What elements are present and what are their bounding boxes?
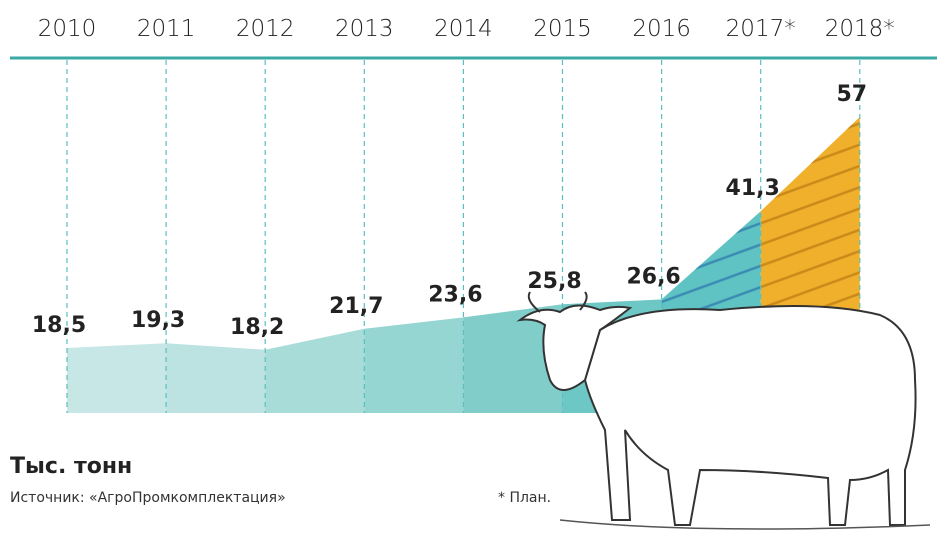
area-segment <box>265 328 365 413</box>
value-label: 19,3 <box>131 308 185 333</box>
value-label: 25,8 <box>527 269 581 294</box>
x-tick-label: 2012 <box>236 16 295 42</box>
x-tick-label: 2018* <box>825 16 895 42</box>
value-label: 21,7 <box>329 294 383 319</box>
value-label: 41,3 <box>726 176 780 201</box>
area-segment <box>364 317 464 413</box>
x-tick-label: 2015 <box>533 16 592 42</box>
value-label: 18,5 <box>32 313 86 338</box>
value-label: 26,6 <box>626 264 680 289</box>
x-tick-label: 2010 <box>38 16 97 42</box>
x-tick-label: 2014 <box>434 16 493 42</box>
value-label: 57 <box>836 82 867 107</box>
x-tick-label: 2011 <box>137 16 196 42</box>
area-segment <box>166 343 266 413</box>
source: Источник: «АгроПромкомплектация» <box>10 490 286 506</box>
cow <box>516 291 931 530</box>
area-segment <box>67 343 167 413</box>
value-label: 18,2 <box>230 315 284 340</box>
value-label: 23,6 <box>428 282 482 307</box>
x-tick-label: 2017* <box>726 16 796 42</box>
x-tick-label: 2016 <box>632 16 691 42</box>
note: * План. <box>498 490 551 506</box>
unit-label: Тыс. тонн <box>10 454 132 479</box>
area-segment <box>463 304 563 413</box>
x-tick-label: 2013 <box>335 16 394 42</box>
